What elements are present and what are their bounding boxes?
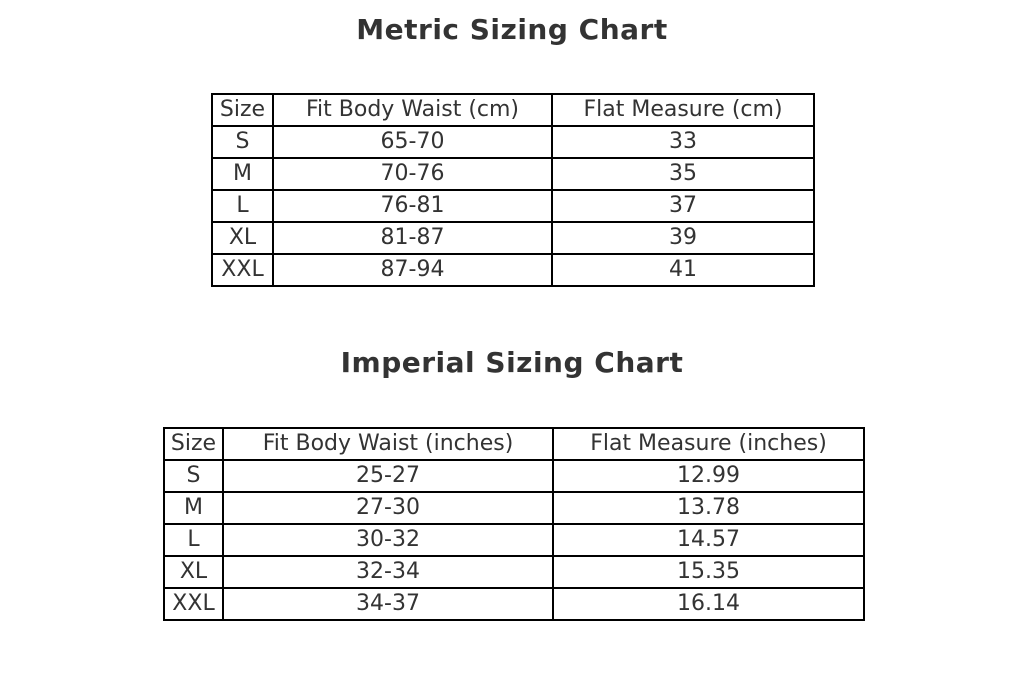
size-cell: S <box>163 459 224 493</box>
table-row: L 76-81 37 <box>211 189 815 223</box>
column-header-size: Size <box>211 93 274 127</box>
size-cell: L <box>163 523 224 557</box>
column-header-size: Size <box>163 427 224 461</box>
table-row: XXL 34-37 16.14 <box>163 587 865 621</box>
table-row: L 30-32 14.57 <box>163 523 865 557</box>
size-cell: M <box>211 157 274 191</box>
fit-body-waist-cell: 30-32 <box>222 523 554 557</box>
metric-sizing-table: Size Fit Body Waist (cm) Flat Measure (c… <box>211 93 815 287</box>
flat-measure-cell: 39 <box>551 221 815 255</box>
flat-measure-cell: 41 <box>551 253 815 287</box>
table-row: M 27-30 13.78 <box>163 491 865 525</box>
size-cell: XXL <box>163 587 224 621</box>
table-row: XL 32-34 15.35 <box>163 555 865 589</box>
fit-body-waist-cell: 70-76 <box>272 157 553 191</box>
fit-body-waist-cell: 25-27 <box>222 459 554 493</box>
flat-measure-cell: 35 <box>551 157 815 191</box>
fit-body-waist-cell: 32-34 <box>222 555 554 589</box>
table-row: M 70-76 35 <box>211 157 815 191</box>
fit-body-waist-cell: 27-30 <box>222 491 554 525</box>
flat-measure-cell: 16.14 <box>552 587 865 621</box>
flat-measure-cell: 15.35 <box>552 555 865 589</box>
column-header-fit-body-waist: Fit Body Waist (inches) <box>222 427 554 461</box>
size-cell: XL <box>163 555 224 589</box>
size-cell: L <box>211 189 274 223</box>
size-cell: XL <box>211 221 274 255</box>
fit-body-waist-cell: 65-70 <box>272 125 553 159</box>
size-cell: M <box>163 491 224 525</box>
flat-measure-cell: 33 <box>551 125 815 159</box>
flat-measure-cell: 14.57 <box>552 523 865 557</box>
imperial-sizing-table: Size Fit Body Waist (inches) Flat Measur… <box>163 427 865 621</box>
fit-body-waist-cell: 81-87 <box>272 221 553 255</box>
table-row: XL 81-87 39 <box>211 221 815 255</box>
fit-body-waist-cell: 76-81 <box>272 189 553 223</box>
table-row: S 25-27 12.99 <box>163 459 865 493</box>
table-header-row: Size Fit Body Waist (inches) Flat Measur… <box>163 427 865 461</box>
column-header-fit-body-waist: Fit Body Waist (cm) <box>272 93 553 127</box>
table-header-row: Size Fit Body Waist (cm) Flat Measure (c… <box>211 93 815 127</box>
fit-body-waist-cell: 87-94 <box>272 253 553 287</box>
flat-measure-cell: 12.99 <box>552 459 865 493</box>
column-header-flat-measure: Flat Measure (cm) <box>551 93 815 127</box>
imperial-chart-title: Imperial Sizing Chart <box>340 346 684 379</box>
flat-measure-cell: 37 <box>551 189 815 223</box>
table-row: S 65-70 33 <box>211 125 815 159</box>
table-row: XXL 87-94 41 <box>211 253 815 287</box>
metric-chart-title: Metric Sizing Chart <box>356 13 668 46</box>
flat-measure-cell: 13.78 <box>552 491 865 525</box>
size-cell: S <box>211 125 274 159</box>
size-cell: XXL <box>211 253 274 287</box>
column-header-flat-measure: Flat Measure (inches) <box>552 427 865 461</box>
fit-body-waist-cell: 34-37 <box>222 587 554 621</box>
